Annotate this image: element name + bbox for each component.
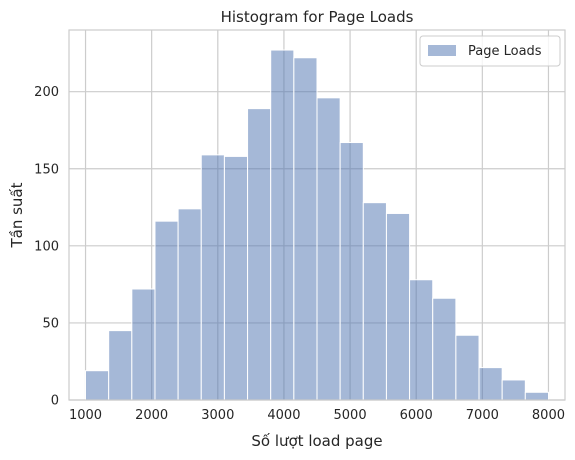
legend: Page Loads xyxy=(419,35,561,67)
histogram-bar xyxy=(131,288,156,401)
plot-frame xyxy=(68,29,566,401)
x-tick-label: 7000 xyxy=(466,408,499,423)
histogram-bar xyxy=(177,208,202,401)
legend-label: Page Loads xyxy=(468,44,542,59)
chart-title: Histogram for Page Loads xyxy=(221,8,414,26)
y-tick-label: 50 xyxy=(42,316,59,331)
histogram-bars xyxy=(85,49,549,401)
histogram-bar xyxy=(154,220,179,401)
y-tick-label: 100 xyxy=(34,239,59,254)
histogram-bar xyxy=(200,154,225,401)
y-tick-label: 0 xyxy=(51,394,59,409)
histogram-bar xyxy=(409,279,434,401)
histogram-bar xyxy=(85,370,110,401)
histogram-bar xyxy=(385,212,411,401)
histogram-bar xyxy=(501,379,526,401)
x-tick-label: 4000 xyxy=(267,408,300,423)
histogram-bar xyxy=(223,155,249,401)
y-axis-ticks: 0 50 100 150 200 xyxy=(34,85,59,408)
y-axis-label: Tần suất xyxy=(8,182,26,248)
histogram-bar xyxy=(339,142,364,401)
histogram-bar xyxy=(316,97,341,401)
histogram-bar xyxy=(247,108,272,401)
x-tick-label: 2000 xyxy=(135,408,168,423)
legend-swatch xyxy=(428,45,456,56)
histogram-bar xyxy=(524,391,549,401)
legend-frame xyxy=(419,35,561,67)
x-tick-label: 3000 xyxy=(201,408,234,423)
histogram-bar xyxy=(432,297,457,401)
x-tick-label: 5000 xyxy=(334,408,367,423)
x-axis-ticks: 1000 2000 3000 4000 5000 6000 7000 8000 xyxy=(69,408,565,423)
y-tick-label: 200 xyxy=(34,85,59,100)
x-tick-label: 6000 xyxy=(400,408,433,423)
histogram-bar xyxy=(108,330,133,401)
histogram-bar xyxy=(362,202,387,401)
histogram-bar xyxy=(270,49,295,401)
y-tick-label: 150 xyxy=(34,162,59,177)
x-axis-label: Số lượt load page xyxy=(251,432,382,450)
x-tick-label: 1000 xyxy=(69,408,102,423)
x-tick-label: 8000 xyxy=(532,408,565,423)
histogram-bar xyxy=(478,367,503,401)
histogram-bar xyxy=(293,57,318,401)
histogram-bar xyxy=(455,334,480,401)
